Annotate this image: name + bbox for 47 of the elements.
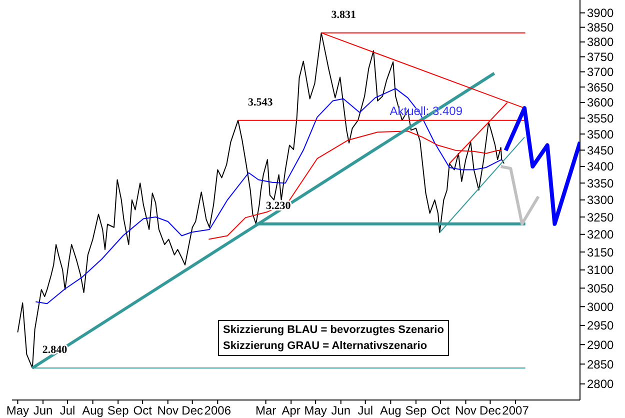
y-tick-label: 3450 (587, 143, 614, 158)
annotation: 3.831 (331, 8, 356, 21)
y-tick-label: 3250 (587, 210, 614, 224)
y-tick-label: 3500 (587, 127, 614, 142)
x-tick-label: 2007 (502, 404, 530, 418)
y-tick-label: 2800 (587, 377, 614, 392)
y-tick-label: 3900 (587, 6, 614, 20)
x-tick-label: Mar (255, 404, 276, 418)
x-tick-label: Dec (480, 404, 501, 418)
y-tick-label: 3650 (587, 80, 614, 94)
x-tick-label: Sep (107, 404, 130, 418)
y-tick-label: 3300 (587, 193, 614, 208)
x-tick-label: Oct (431, 404, 450, 418)
y-tick-label: 3800 (587, 35, 614, 50)
y-tick-label: 3750 (587, 50, 614, 64)
x-tick-label: Apr (282, 404, 300, 418)
x-tick-label: Nov (157, 404, 179, 418)
x-tick-label: Nov (455, 404, 476, 418)
y-tick-label: 2850 (587, 357, 614, 372)
x-tick-label: Sep (405, 404, 427, 418)
x-tick-label: Aug (380, 404, 402, 418)
y-tick-label: 3600 (587, 96, 614, 110)
x-tick-label: Aug (82, 404, 104, 418)
x-tick-label: Jul (60, 404, 76, 418)
y-tick-label: 3400 (587, 160, 614, 174)
annotation: Skizzierung BLAU = bevorzugtes Szenario (223, 323, 444, 338)
annotation: 3.543 (248, 96, 274, 108)
y-tick-label: 2950 (587, 318, 614, 333)
x-tick-label: Oct (133, 404, 153, 418)
y-tick-label: 3850 (587, 20, 614, 35)
y-tick-label: 3350 (587, 176, 614, 190)
y-tick-label: 3200 (587, 228, 614, 242)
annotation: Skizzierung GRAU = Alternativszenario (223, 339, 428, 354)
y-tick-label: 3150 (587, 245, 614, 260)
x-tick-label: 2006 (204, 404, 232, 418)
x-tick-label: Jun (33, 404, 53, 418)
x-tick-label: Jul (358, 404, 374, 418)
x-tick-label: Jun (331, 404, 351, 418)
x-tick-label: May (304, 404, 327, 418)
y-tick-label: 3000 (587, 300, 614, 314)
y-tick-label: 3100 (587, 263, 614, 278)
y-tick-label: 3700 (587, 65, 614, 80)
x-tick-label: May (6, 404, 30, 418)
y-tick-label: 2900 (587, 338, 614, 352)
y-tick-label: 3550 (587, 111, 614, 126)
x-tick-label: Dec (182, 404, 204, 418)
y-tick-label: 3050 (587, 281, 614, 296)
